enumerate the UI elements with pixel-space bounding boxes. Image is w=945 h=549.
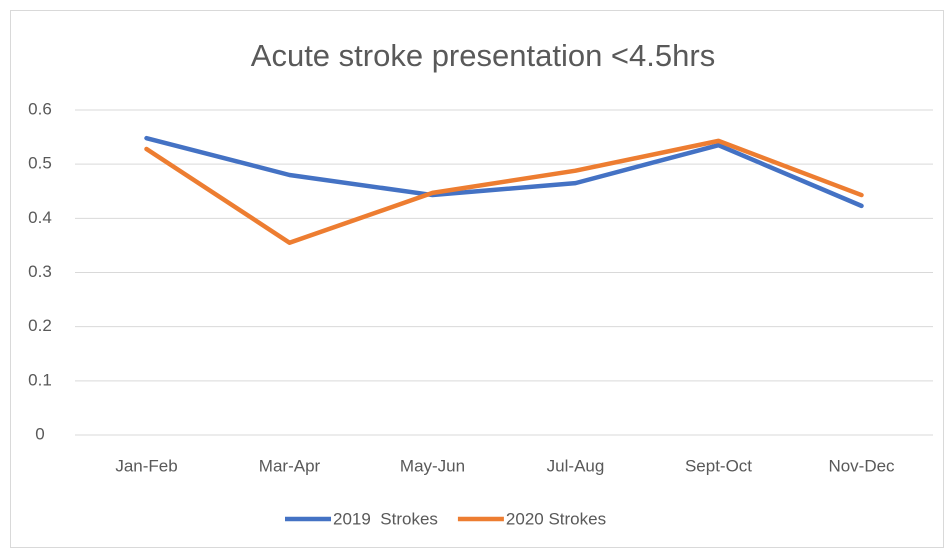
y-tick-label: 0.5 <box>28 154 52 173</box>
legend-label: 2019 Strokes <box>333 509 438 528</box>
chart-border <box>10 10 944 548</box>
x-tick-label: Sept-Oct <box>685 456 752 475</box>
x-tick-label: May-Jun <box>400 456 465 475</box>
data-line <box>144 135 864 209</box>
legend-label: 2020 Strokes <box>506 509 606 528</box>
y-tick-label: 0 <box>35 424 44 443</box>
y-tick-label: 0.1 <box>28 370 52 389</box>
chart-title: Acute stroke presentation <4.5hrs <box>251 38 715 73</box>
x-tick-label: Mar-Apr <box>259 456 321 475</box>
x-tick-label: Jan-Feb <box>115 456 177 475</box>
y-tick-label: 0.6 <box>28 99 52 118</box>
y-tick-label: 0.3 <box>28 262 52 281</box>
x-tick-label: Nov-Dec <box>828 456 895 475</box>
data-line <box>144 138 864 245</box>
y-tick-label: 0.4 <box>28 208 52 227</box>
x-tick-label: Jul-Aug <box>547 456 605 475</box>
y-tick-label: 0.2 <box>28 316 52 335</box>
